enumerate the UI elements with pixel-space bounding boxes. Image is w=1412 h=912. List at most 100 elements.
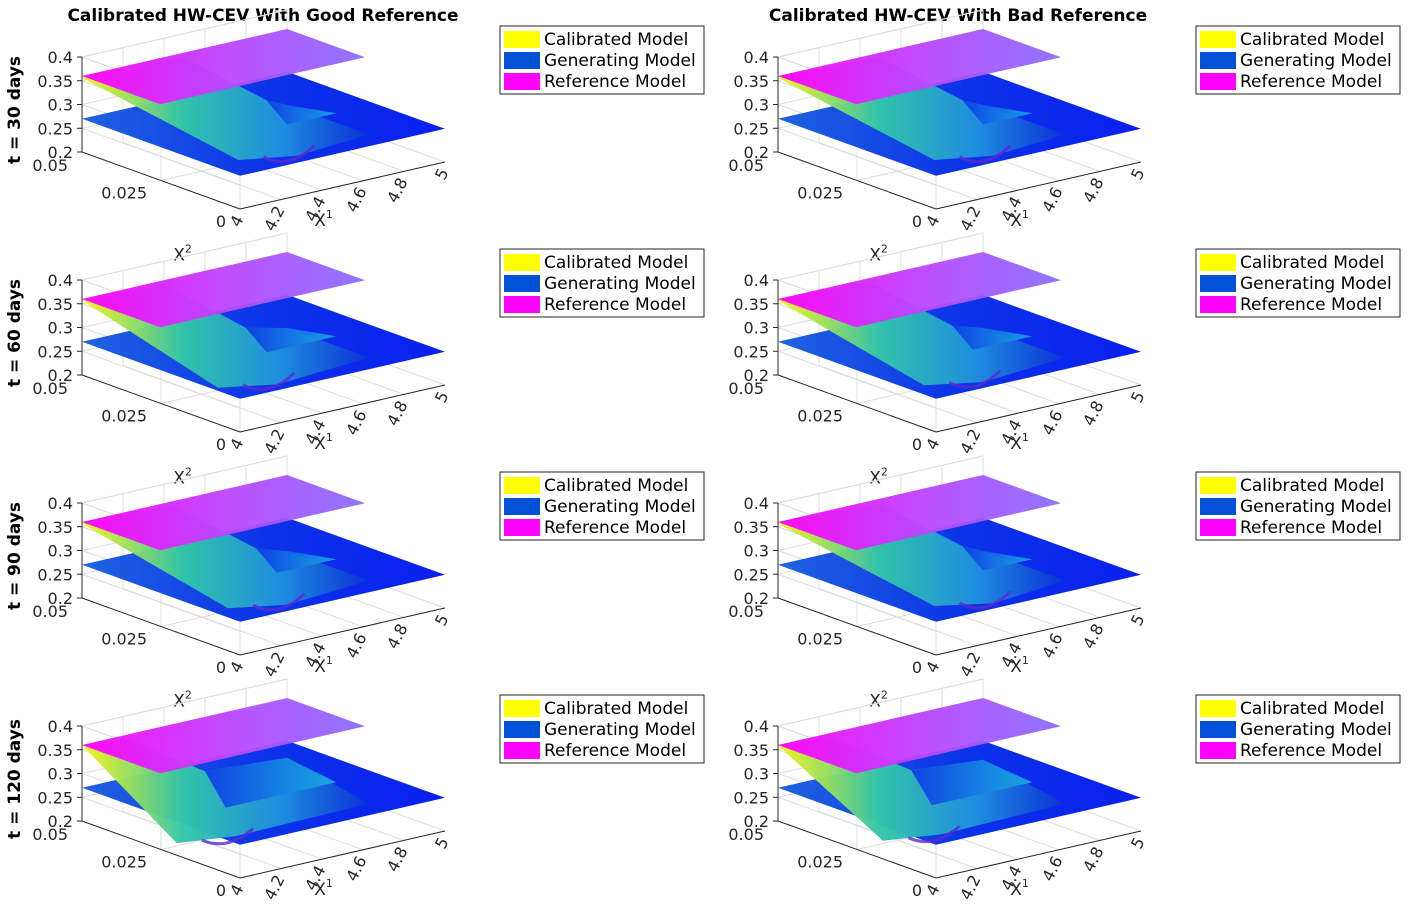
legend-entry: Calibrated Model — [1240, 253, 1384, 273]
reference-model-surface — [778, 29, 1062, 105]
legend-entry: Calibrated Model — [544, 253, 688, 273]
legend-entry: Reference Model — [1240, 518, 1382, 538]
x1-tick-label: 4.8 — [1079, 175, 1107, 206]
z-tick-label: 0.4 — [48, 717, 73, 736]
x1-tick-label: 5 — [1127, 165, 1149, 183]
legend-entry: Generating Model — [1240, 51, 1392, 71]
z-tick-label: 0.35 — [733, 72, 769, 91]
legend-entry: Calibrated Model — [544, 476, 688, 496]
calibrated-model-trough — [907, 824, 961, 843]
x2-axis — [777, 820, 937, 879]
calibrated-model-surface — [246, 327, 337, 353]
calibrated-model-surface — [266, 100, 337, 125]
z-tick-label: 0.3 — [744, 765, 769, 784]
legend-swatch — [504, 31, 540, 48]
subplot: 0.40.350.30.250.20.050.0250X244.24.44.64… — [728, 678, 1401, 912]
x1-tick-label: 5 — [1127, 834, 1149, 852]
x2-tick-label: 0.05 — [32, 379, 68, 398]
z-tick-label: 0.2 — [48, 589, 73, 608]
x2-tick-label: 0.025 — [797, 184, 843, 203]
z-tick-label: 0.3 — [48, 765, 73, 784]
x1-tick-label: 4.2 — [956, 872, 984, 903]
x2-axis — [777, 374, 937, 433]
x2-tick-label: 0 — [912, 435, 922, 454]
x1-axis-label: X1 — [1010, 877, 1029, 900]
reference-model-surface — [82, 475, 366, 551]
x2-tick-label: 0.025 — [797, 630, 843, 649]
z-tick-label: 0.3 — [744, 542, 769, 561]
x1-axis — [239, 607, 446, 656]
grid-line — [81, 678, 288, 727]
legend-swatch — [504, 275, 540, 292]
z-tick-label: 0.2 — [744, 589, 769, 608]
legend-entry: Reference Model — [1240, 295, 1382, 315]
x2-axis-label-sup: 2 — [881, 465, 888, 478]
x2-tick-label: 0.025 — [101, 184, 147, 203]
calibrated-model-surface — [205, 757, 337, 808]
x2-axis-label-sup: 2 — [881, 242, 888, 255]
x2-axis — [777, 597, 937, 656]
x2-tick-label: 0 — [216, 881, 226, 900]
x2-tick-label: 0 — [216, 658, 226, 677]
x1-tick-label: 5 — [431, 611, 453, 629]
legend-entry: Generating Model — [1240, 720, 1392, 740]
x2-tick-label: 0.05 — [728, 602, 764, 621]
legend-swatch — [504, 296, 540, 313]
x1-axis-label-sup: 1 — [1022, 208, 1029, 221]
z-tick-label: 0.25 — [733, 565, 769, 584]
z-tick-label: 0.25 — [37, 119, 73, 138]
x2-axis-label: X2 — [173, 465, 192, 488]
x2-axis-label: X2 — [173, 242, 192, 265]
x2-tick-label: 0.025 — [797, 853, 843, 872]
x2-axis — [81, 597, 241, 656]
x1-axis-label-sup: 1 — [1022, 877, 1029, 890]
z-tick-label: 0.25 — [733, 788, 769, 807]
x1-tick-label: 4.8 — [383, 621, 411, 652]
x1-tick-label: 4.6 — [342, 853, 370, 884]
x2-axis-label-sup: 2 — [185, 465, 192, 478]
x1-axis-label-sup: 1 — [326, 208, 333, 221]
z-tick-label: 0.4 — [744, 48, 769, 67]
z-tick-label: 0.2 — [744, 366, 769, 385]
x1-axis-label: X1 — [314, 877, 333, 900]
z-tick-label: 0.2 — [744, 143, 769, 162]
legend-entry: Calibrated Model — [544, 30, 688, 50]
calibrated-model-trough — [958, 590, 1012, 610]
legend-swatch — [504, 498, 540, 515]
z-tick-label: 0.25 — [733, 342, 769, 361]
legend-swatch — [504, 52, 540, 69]
x2-tick-label: 0 — [912, 881, 922, 900]
x2-tick-label: 0.05 — [32, 825, 68, 844]
z-tick-label: 0.35 — [733, 295, 769, 314]
x1-tick-label: 4 — [922, 658, 944, 676]
legend-swatch — [1200, 742, 1236, 759]
x1-tick-label: 4.6 — [1038, 630, 1066, 661]
reference-model-surface — [82, 29, 366, 105]
subplot: 0.40.350.30.250.20.050.0250X244.24.44.64… — [5, 678, 705, 912]
reference-model-surface — [778, 698, 1062, 774]
x2-tick-label: 0 — [912, 658, 922, 677]
x2-axis-label: X2 — [869, 465, 888, 488]
z-tick-label: 0.2 — [48, 812, 73, 831]
x2-axis-label: X2 — [173, 688, 192, 711]
calibrated-model-trough — [948, 369, 1002, 389]
x1-tick-label: 5 — [431, 165, 453, 183]
x1-tick-label: 4.6 — [342, 630, 370, 661]
row-label: t = 90 days — [5, 502, 25, 610]
x1-tick-label: 4.2 — [260, 426, 288, 457]
legend-entry: Reference Model — [544, 72, 686, 92]
x1-axis — [935, 384, 1142, 433]
z-tick-label: 0.35 — [37, 741, 73, 760]
z-tick-label: 0.3 — [48, 542, 73, 561]
z-tick-label: 0.35 — [37, 518, 73, 537]
legend-swatch — [504, 700, 540, 717]
legend-swatch — [1200, 721, 1236, 738]
x1-tick-label: 4 — [226, 881, 248, 899]
legend-entry: Reference Model — [1240, 741, 1382, 761]
legend-entry: Generating Model — [544, 274, 696, 294]
